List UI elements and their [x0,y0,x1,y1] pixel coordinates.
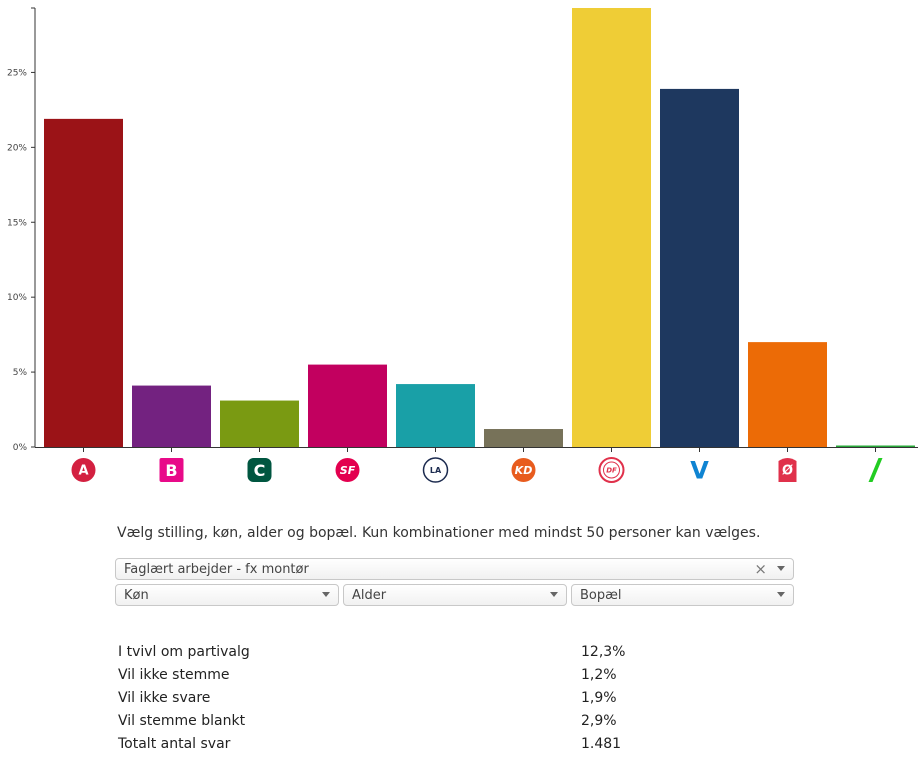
logo-square [159,458,184,482]
stat-label: Vil ikke stemme [118,667,230,683]
logo-text: KD [515,464,533,477]
bar-a [44,118,123,447]
stat-row: Vil ikke stemme 1,2% [118,667,638,690]
party-logos: A B C SF LA KD DF V Ø [71,457,883,485]
y-tick-label: 0% [13,443,28,453]
stat-value: 12,3% [581,644,626,660]
party-logo-v: V [690,457,709,485]
age-select-value: Alder [352,588,387,603]
logo-shield [778,458,797,482]
y-tick-label: 5% [13,368,28,378]
party-logo-sf: SF [335,458,360,482]
party-logo-c: C [247,458,272,482]
logo-text: B [165,461,177,480]
gender-select-value: Køn [124,588,149,603]
bar-c [220,400,299,447]
clear-icon[interactable]: × [754,560,767,578]
logo-text: A [78,464,88,479]
chevron-down-icon [777,566,785,571]
stat-row: Vil stemme blankt 2,9% [118,713,638,736]
logo-ring [422,457,449,483]
residence-select-value: Bopæl [580,588,622,603]
stat-label: I tvivl om partivalg [118,644,250,660]
stat-label: Totalt antal svar [118,736,231,752]
logo-circle [511,458,536,482]
chevron-down-icon [322,592,330,597]
party-logo-a: A [71,458,96,482]
stats-table: I tvivl om partivalg 12,3% Vil ikke stem… [118,644,638,759]
party-logo-å [868,458,883,482]
y-axis: 0% 5% 10% 15% 20% 25% [7,7,918,453]
logo-text: C [254,461,266,480]
party-logo-la: LA [422,457,449,483]
stat-value: 2,9% [581,713,617,729]
bars [44,8,915,448]
stat-row: Totalt antal svar 1.481 [118,736,638,759]
bar-ø [748,342,827,447]
chevron-down-icon [777,592,785,597]
bar-å [836,445,915,447]
y-tick-label: 20% [7,143,27,153]
logo-text: SF [340,464,356,477]
bar-b [132,385,211,447]
bar-v [660,88,739,448]
logo-text: V [690,457,709,485]
chevron-down-icon [550,592,558,597]
party-logo-df: DF [598,457,625,483]
logo-inner-ring [603,461,620,479]
logo-circle [335,458,360,482]
logo-text: Ø [782,464,793,479]
age-select[interactable]: Alder [343,584,567,606]
party-logo-b: B [159,458,184,482]
party-bar-chart: 0% 5% 10% 15% 20% 25% A B C SF LA KD DF V Ø [7,7,918,485]
filter-instructions: Vælg stilling, køn, alder og bopæl. Kun … [117,525,761,541]
stat-value: 1.481 [581,736,622,752]
logo-text: LA [430,466,442,475]
stat-label: Vil ikke svare [118,690,211,706]
bar-df [572,8,651,447]
party-logo-kd: KD [511,458,536,482]
gender-select[interactable]: Køn [115,584,339,606]
y-tick-label: 25% [7,68,27,78]
logo-slash [868,458,883,482]
y-tick-label: 15% [7,218,27,228]
stat-label: Vil stemme blankt [118,713,246,729]
party-logo-ø: Ø [778,458,797,482]
occupation-select[interactable]: Faglært arbejder - fx montør × [115,558,794,580]
stat-value: 1,9% [581,690,617,706]
logo-text: DF [606,467,617,475]
bar-kd [484,429,563,447]
y-tick-label: 10% [7,293,27,303]
stat-row: I tvivl om partivalg 12,3% [118,644,638,667]
bar-sf [308,364,387,447]
logo-square [247,458,272,482]
stat-value: 1,2% [581,667,617,683]
occupation-select-value: Faglært arbejder - fx montør [124,562,309,577]
logo-circle [71,458,96,482]
residence-select[interactable]: Bopæl [571,584,794,606]
bar-la [396,384,475,447]
stat-row: Vil ikke svare 1,9% [118,690,638,713]
